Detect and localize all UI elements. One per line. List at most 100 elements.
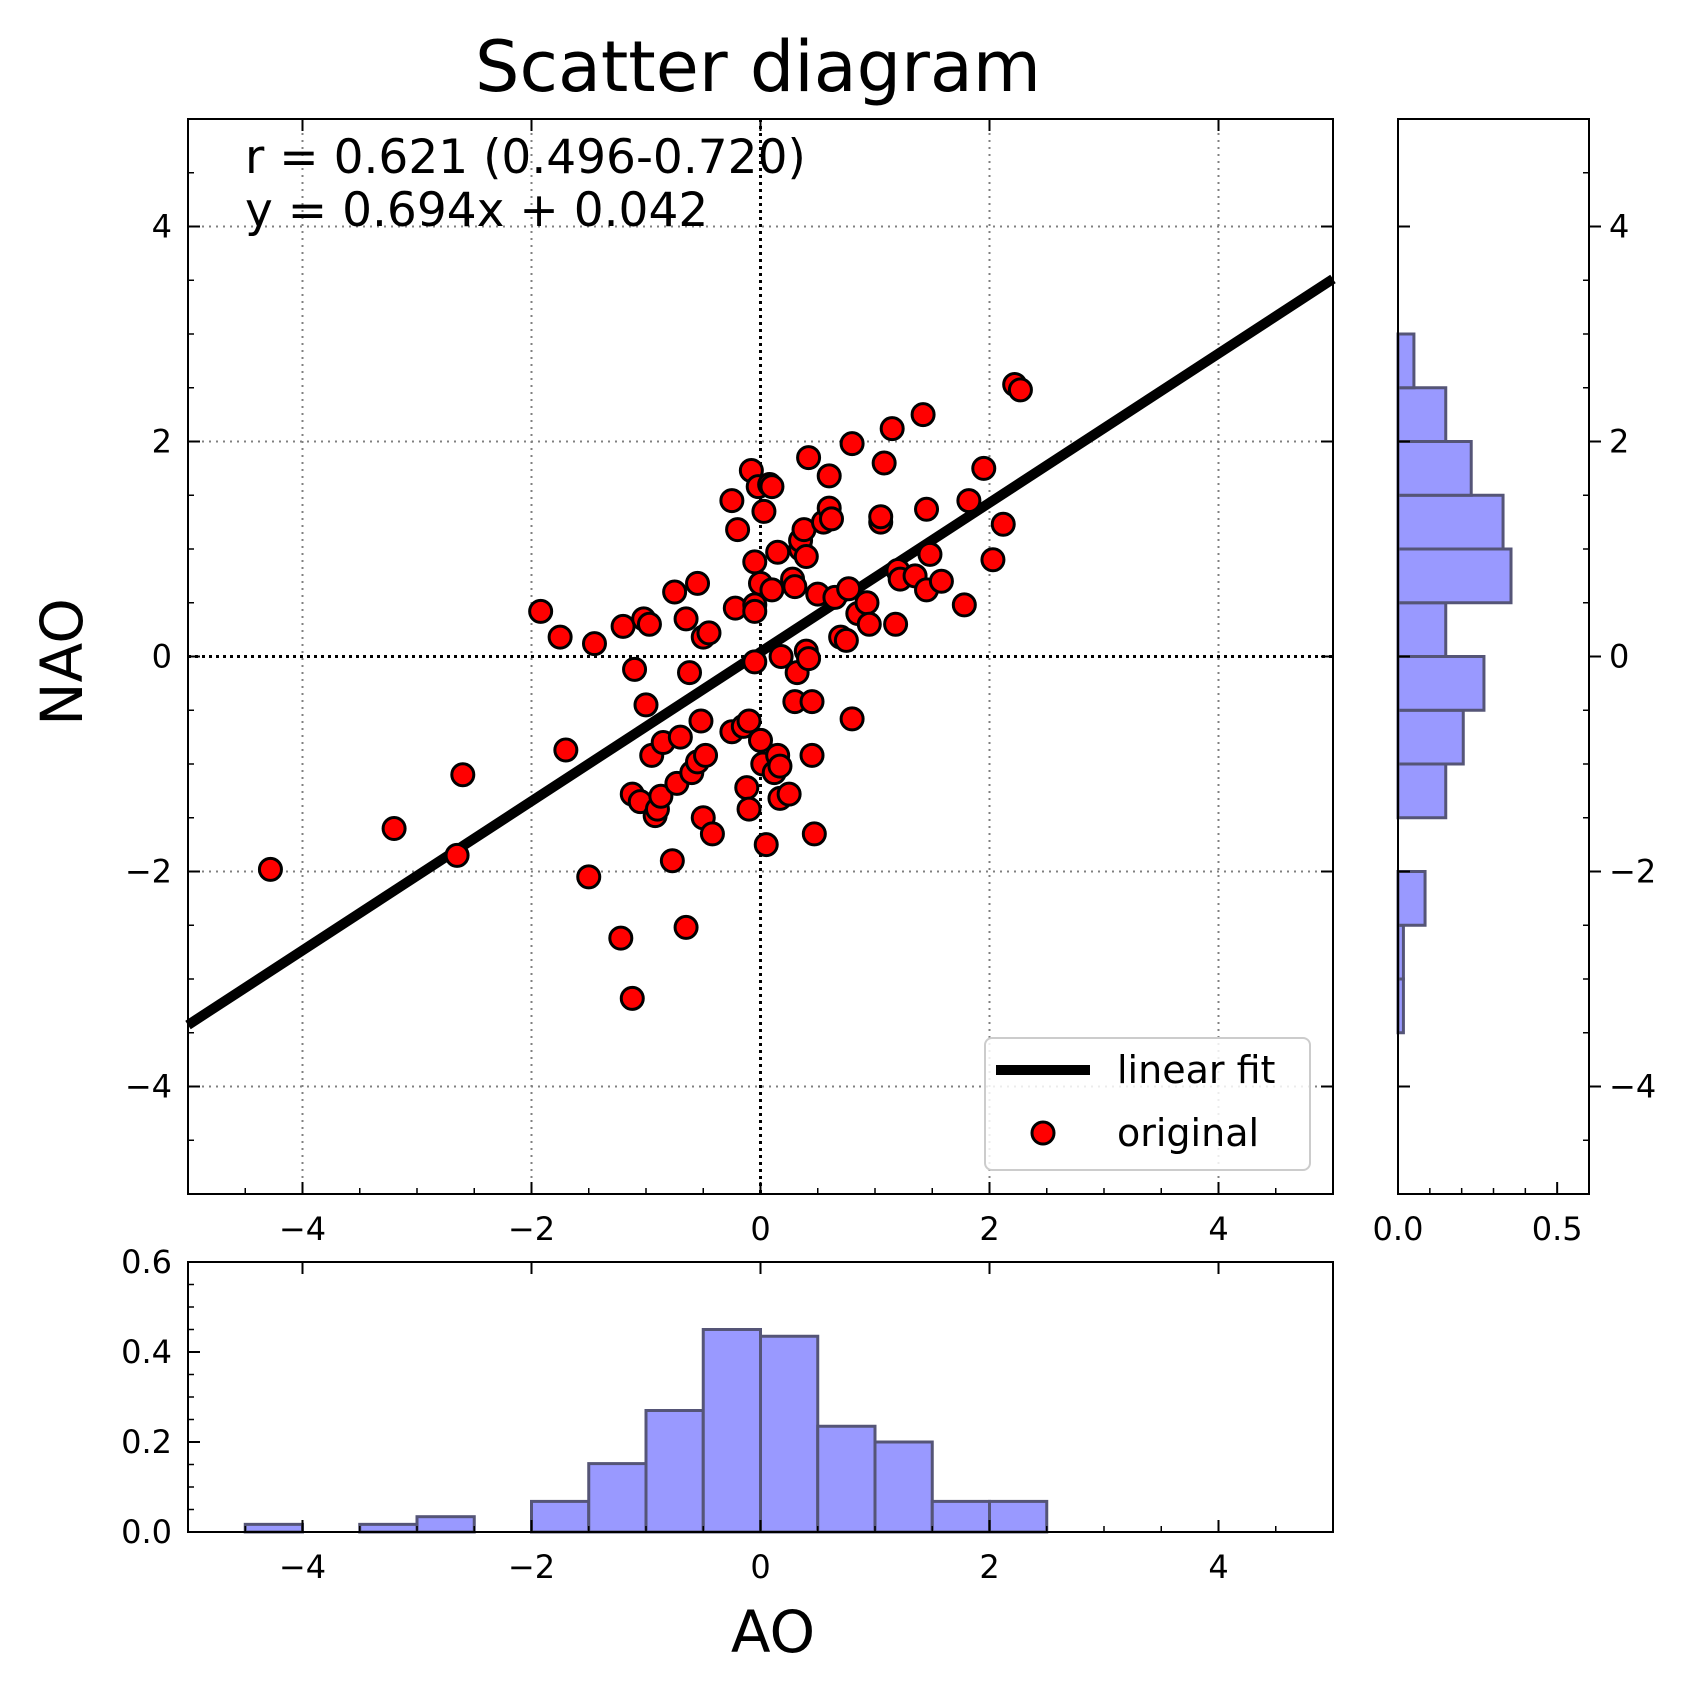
y-tick-label: 2: [152, 423, 172, 461]
scatter-point: [742, 549, 768, 575]
scatter-point: [796, 646, 822, 672]
scatter-point: [816, 463, 842, 489]
scatter-point: [767, 753, 793, 779]
scatter-point: [696, 620, 722, 646]
scatter-point: [688, 708, 714, 734]
zero-reference-lines: [188, 119, 1333, 1194]
right-histogram-panel: 0.0 0.5 −4 −2 0 2 4: [1373, 118, 1656, 1248]
scatter-point: [444, 842, 470, 868]
right-histogram-bars: [1396, 332, 1513, 1035]
scatter-point: [619, 985, 645, 1011]
scatter-point: [450, 762, 476, 788]
scatter-point: [868, 504, 894, 530]
scatter-point: [736, 708, 762, 734]
scatter-point: [839, 706, 865, 732]
scatter-point: [793, 544, 819, 570]
bottom-histogram-bar: [587, 1462, 648, 1534]
bottom-ticks: −4 −2 0 2 4 0.0 0.2 0.4 0.6: [121, 1243, 1277, 1586]
bottom-x-tick-label: 4: [1208, 1548, 1228, 1586]
bottom-histogram-bar: [873, 1440, 934, 1534]
bottom-histogram-bar: [930, 1499, 991, 1534]
scatter-point: [685, 570, 711, 596]
scatter-point: [693, 742, 719, 768]
right-histogram-bar: [1396, 386, 1448, 443]
y-tick-label: 0: [152, 638, 172, 676]
scatter-point: [799, 742, 825, 768]
main-ticks: −4 −2 0 2 4 −4 −2 0 2 4: [125, 119, 1333, 1248]
right-histogram-bar: [1396, 547, 1513, 605]
scatter-point: [856, 611, 882, 637]
x-axis-label: AO: [731, 1598, 815, 1666]
scatter-point: [971, 455, 997, 481]
right-histogram-bar: [1396, 762, 1448, 820]
scatter-point: [980, 547, 1006, 573]
x-tick-label: 4: [1208, 1210, 1228, 1248]
scatter-point: [608, 925, 634, 951]
right-y-tick-label: 4: [1609, 208, 1629, 246]
bottom-y-tick-label: 0.6: [121, 1243, 172, 1281]
scatter-point: [725, 517, 751, 543]
scatter-point: [854, 590, 880, 616]
bottom-histogram-bar: [243, 1522, 304, 1534]
scatter-point: [648, 783, 674, 809]
legend: linear fit original: [984, 1037, 1311, 1171]
main-scatter-panel: −4 −2 0 2 4 −4 −2 0 2 4 Scatter diagram r = 0.621…: [28, 26, 1336, 1248]
legend-original-swatch: [1030, 1120, 1056, 1146]
bottom-x-tick-label: 2: [979, 1548, 999, 1586]
bottom-histogram-bar: [988, 1499, 1049, 1534]
x-tick-label: 2: [979, 1210, 999, 1248]
scatter-point: [883, 611, 909, 637]
right-histogram-bar: [1396, 708, 1465, 766]
scatter-point: [776, 781, 802, 807]
bottom-y-tick-label: 0.2: [121, 1423, 172, 1461]
bottom-y-tick-label: 0.4: [121, 1333, 172, 1371]
scatter-point: [871, 450, 897, 476]
scatter-point: [673, 914, 699, 940]
y-tick-label: −4: [125, 1068, 172, 1106]
scatter-point: [719, 488, 745, 514]
right-histogram-bar: [1396, 870, 1427, 927]
right-x-tick-label: 0.5: [1532, 1210, 1583, 1248]
bottom-x-tick-label: 0: [750, 1548, 770, 1586]
y-tick-label: 4: [152, 208, 172, 246]
right-ticks: 0.0 0.5 −4 −2 0 2 4: [1373, 172, 1656, 1248]
scatter-point: [742, 598, 768, 624]
scatter-point: [1007, 377, 1033, 403]
scatter-point: [917, 541, 943, 567]
scatter-point: [662, 579, 688, 605]
scatter-point: [768, 644, 794, 669]
scatter-point: [914, 496, 940, 522]
bottom-histogram-bar: [530, 1499, 591, 1534]
scatter-point: [528, 598, 554, 624]
right-x-tick-label: 0.0: [1373, 1210, 1424, 1248]
scatter-point: [759, 577, 785, 603]
right-y-tick-label: 2: [1609, 423, 1629, 461]
bottom-histogram-bar: [816, 1424, 877, 1534]
x-tick-label: 0: [750, 1210, 770, 1248]
scatter-point: [910, 402, 936, 428]
scatter-point: [553, 737, 579, 763]
bottom-histogram-bar: [358, 1522, 419, 1534]
scatter-point: [799, 689, 825, 715]
scatter-point: [576, 864, 602, 890]
scatter-points-layer: [257, 372, 1033, 1011]
scatter-point: [736, 796, 762, 822]
chart-title: Scatter diagram: [475, 26, 1041, 108]
right-histogram-bar: [1396, 332, 1416, 390]
scatter-point: [636, 611, 662, 637]
bottom-histogram-bar: [415, 1515, 476, 1534]
scatter-point: [748, 727, 773, 753]
bottom-histogram-bar: [701, 1328, 762, 1534]
scatter-point: [956, 488, 982, 514]
y-axis-label: NAO: [28, 598, 96, 726]
bottom-histogram-bars: [243, 1328, 1049, 1534]
scatter-point: [765, 539, 791, 565]
scatter-point: [833, 627, 859, 653]
bottom-frame-border: [187, 1261, 1334, 1533]
scatter-point: [699, 821, 725, 847]
bottom-histogram-panel: −4 −2 0 2 4 0.0 0.2 0.4 0.6 AO: [121, 1243, 1334, 1666]
main-frame-border: [187, 118, 1334, 1195]
scatter-point: [667, 724, 693, 750]
scatter-point: [622, 656, 648, 682]
